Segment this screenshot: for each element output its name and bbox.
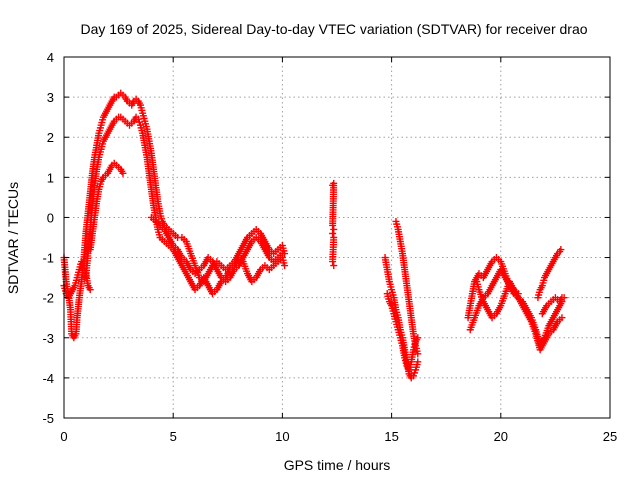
series-arc-14 <box>538 294 568 318</box>
data-points <box>60 89 568 382</box>
x-tick-label: 5 <box>170 429 177 444</box>
y-tick-label: -3 <box>42 331 54 346</box>
data-point-marker <box>278 250 286 258</box>
data-point-marker <box>330 225 338 233</box>
y-tick-label: -5 <box>42 411 54 426</box>
data-point-marker <box>558 314 566 322</box>
y-tick-label: 1 <box>47 170 54 185</box>
y-axis-label: SDTVAR / TECUs <box>5 182 21 294</box>
data-point-marker <box>86 286 94 294</box>
series-arc-2 <box>82 113 289 298</box>
data-point-marker <box>329 221 337 229</box>
series-arc-3 <box>86 159 127 254</box>
data-point-marker <box>414 350 422 358</box>
series-arc-5 <box>147 213 286 286</box>
series-arc-11 <box>466 266 566 354</box>
plot-frame <box>63 56 611 419</box>
data-point-marker <box>329 258 337 266</box>
series-arc-13 <box>534 246 565 302</box>
chart-title: Day 169 of 2025, Sidereal Day-to-day VTE… <box>80 21 587 37</box>
y-tick-label: -4 <box>42 371 54 386</box>
data-point-marker <box>119 169 127 177</box>
x-tick-label: 20 <box>494 429 508 444</box>
x-tick-label: 25 <box>603 429 617 444</box>
series-arc-9 <box>383 290 422 374</box>
y-tick-label: 0 <box>47 210 54 225</box>
axis-ticks: 0 5 10 15 20 25 -5 -4 -3 -2 -1 0 1 2 3 4 <box>42 50 617 444</box>
data-point-marker <box>414 358 422 366</box>
x-tick-label: 15 <box>384 429 398 444</box>
y-tick-label: -1 <box>42 251 54 266</box>
x-axis-label: GPS time / hours <box>284 457 391 473</box>
data-point-marker <box>414 334 422 342</box>
y-tick-label: 3 <box>47 90 54 105</box>
series-arc-8 <box>381 254 422 382</box>
x-tick-label: 0 <box>60 429 67 444</box>
x-tick-label: 10 <box>275 429 289 444</box>
y-tick-label: 2 <box>47 130 54 145</box>
y-tick-label: -2 <box>42 291 54 306</box>
series-arc-6 <box>329 179 338 270</box>
data-point-marker <box>329 229 337 237</box>
data-point-marker <box>557 246 565 254</box>
series-arc-12 <box>473 278 522 322</box>
data-point-marker <box>330 262 338 270</box>
data-point-marker <box>514 290 522 298</box>
series-arc-7 <box>392 217 422 358</box>
series-arc-4 <box>60 258 94 302</box>
data-point-marker <box>560 294 568 302</box>
y-tick-label: 4 <box>47 50 54 65</box>
data-point-marker <box>281 262 289 270</box>
